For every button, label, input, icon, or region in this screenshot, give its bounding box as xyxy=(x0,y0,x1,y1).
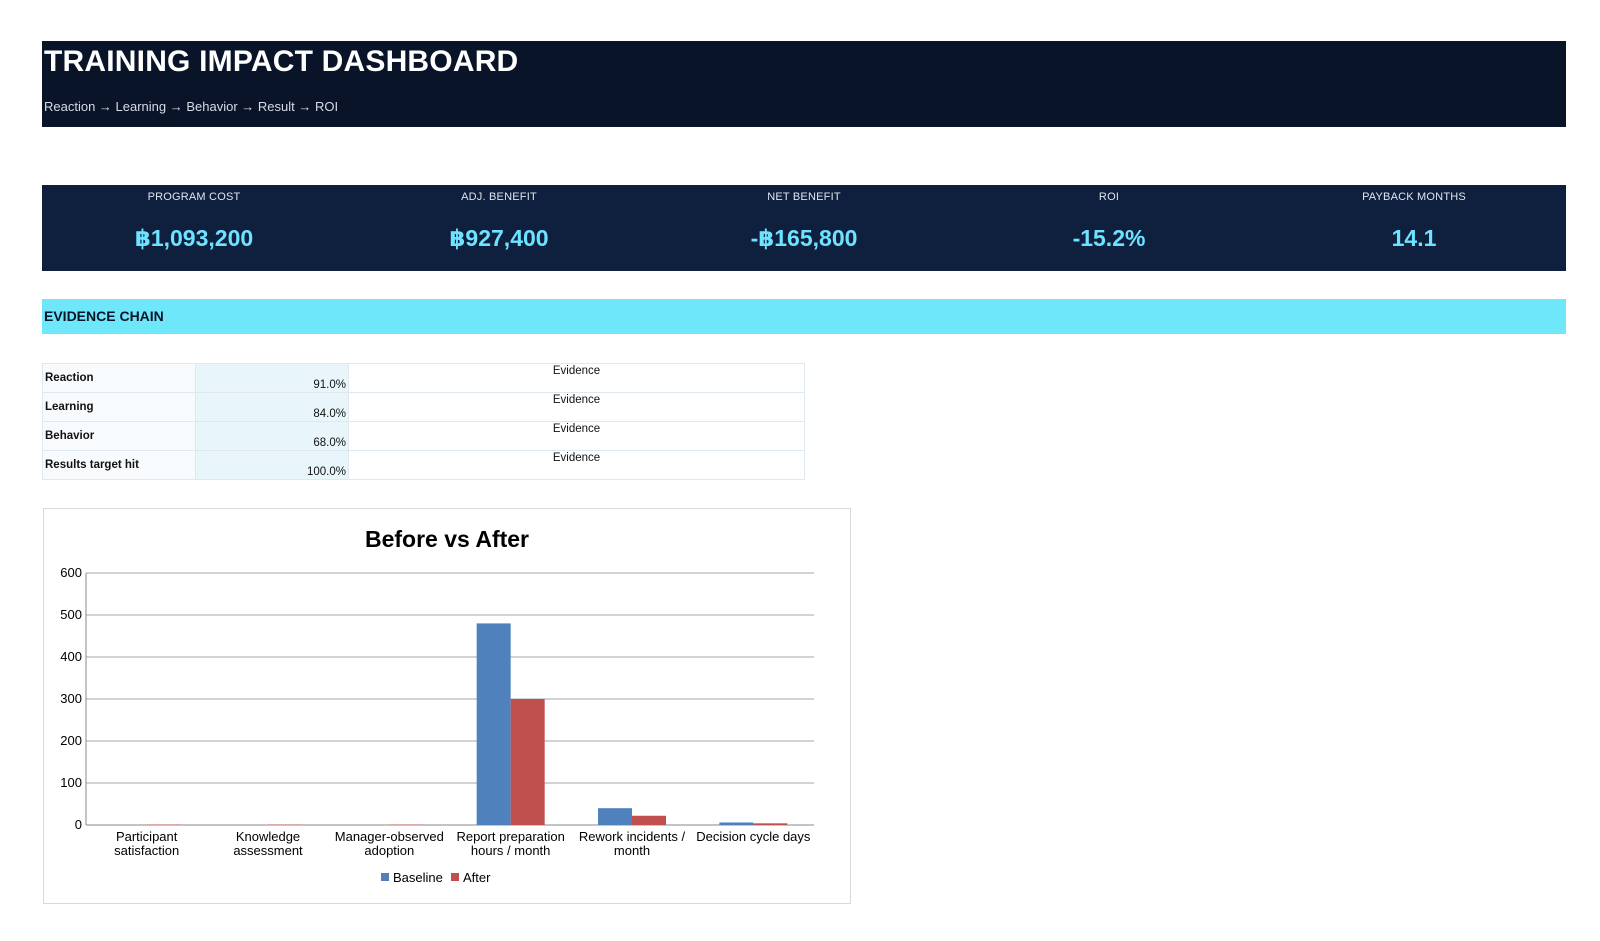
legend-swatch-after xyxy=(451,873,459,881)
bar-after-5 xyxy=(753,823,788,825)
chart-title: Before vs After xyxy=(365,526,529,552)
kpi-label: PROGRAM COST xyxy=(147,191,241,203)
y-tick-label: 0 xyxy=(75,817,82,832)
page-subtitle: Reaction → Learning → Behavior → Result … xyxy=(44,99,339,114)
evidence-table: Reaction 91.0% Evidence Learning 84.0% E… xyxy=(42,363,805,480)
x-tick-label: month xyxy=(614,843,650,858)
dashboard-header: TRAINING IMPACT DASHBOARD Reaction → Lea… xyxy=(42,41,1566,127)
kpi-label: PAYBACK MONTHS xyxy=(1362,191,1466,203)
bar-after-4 xyxy=(632,815,666,825)
y-tick-label: 200 xyxy=(60,733,82,748)
bar-after-3 xyxy=(510,699,545,825)
x-tick-label: Decision cycle days xyxy=(696,829,811,844)
kpi-program-cost: PROGRAM COST ฿1,093,200 xyxy=(42,185,346,271)
y-tick-label: 600 xyxy=(60,565,82,580)
kpi-label: ADJ. BENEFIT xyxy=(461,191,537,203)
evidence-cell[interactable]: Evidence xyxy=(348,421,805,451)
x-tick-label: Participant xyxy=(116,829,178,844)
level-cell[interactable]: Behavior xyxy=(42,421,196,451)
x-tick-label: Rework incidents / xyxy=(579,829,686,844)
bar-baseline-3 xyxy=(476,623,511,825)
kpi-value: ฿1,093,200 xyxy=(134,225,254,251)
kpi-net-benefit: NET BENEFIT -฿165,800 xyxy=(652,185,956,271)
x-tick-label: Knowledge xyxy=(236,829,300,844)
y-tick-label: 400 xyxy=(60,649,82,664)
before-after-chart[interactable]: Before vs After 0 100 200 300 400 500 600 Parti… xyxy=(43,508,851,904)
bar-baseline-4 xyxy=(598,808,632,825)
kpi-label: ROI xyxy=(1098,191,1120,203)
kpi-value: -฿165,800 xyxy=(750,225,858,251)
value-cell[interactable]: 84.0% xyxy=(195,392,349,422)
evidence-cell[interactable]: Evidence xyxy=(348,392,805,422)
x-tick-label: hours / month xyxy=(471,843,551,858)
x-tick-label: Report preparation xyxy=(456,829,564,844)
evidence-cell[interactable]: Evidence xyxy=(348,363,805,393)
level-cell[interactable]: Learning xyxy=(42,392,196,422)
evidence-cell[interactable]: Evidence xyxy=(348,450,805,480)
x-tick-label: adoption xyxy=(364,843,414,858)
kpi-band: PROGRAM COST ฿1,093,200 ADJ. BENEFIT ฿92… xyxy=(42,185,1566,271)
value-cell[interactable]: 100.0% xyxy=(195,450,349,480)
table-row: Learning 84.0% Evidence xyxy=(42,392,805,422)
y-tick-label: 300 xyxy=(60,691,82,706)
x-tick-label: satisfaction xyxy=(114,843,179,858)
kpi-label: NET BENEFIT xyxy=(767,191,841,203)
kpi-roi: ROI -15.2% xyxy=(957,185,1261,271)
kpi-value: -15.2% xyxy=(1072,225,1146,251)
x-tick-label: Manager-observed xyxy=(335,829,444,844)
kpi-value: 14.1 xyxy=(1391,225,1437,251)
y-tick-label: 500 xyxy=(60,607,82,622)
y-tick-label: 100 xyxy=(60,775,82,790)
x-tick-label: assessment xyxy=(233,843,303,858)
level-cell[interactable]: Reaction xyxy=(42,363,196,393)
legend-label-baseline: Baseline xyxy=(393,870,443,885)
page-title: TRAINING IMPACT DASHBOARD xyxy=(44,45,519,78)
bar-baseline-5 xyxy=(719,822,754,825)
kpi-value: ฿927,400 xyxy=(449,225,549,251)
chart-canvas: Before vs After 0 100 200 300 400 500 600 Parti… xyxy=(60,526,814,885)
table-row: Behavior 68.0% Evidence xyxy=(42,421,805,451)
section-header-evidence-chain: EVIDENCE CHAIN xyxy=(42,299,1566,334)
legend-label-after: After xyxy=(463,870,491,885)
kpi-payback-months: PAYBACK MONTHS 14.1 xyxy=(1262,185,1566,271)
section-title: EVIDENCE CHAIN xyxy=(44,308,164,324)
value-cell[interactable]: 91.0% xyxy=(195,363,349,393)
legend-swatch-baseline xyxy=(381,873,389,881)
table-row: Reaction 91.0% Evidence xyxy=(42,363,805,393)
value-cell[interactable]: 68.0% xyxy=(195,421,349,451)
level-cell[interactable]: Results target hit xyxy=(42,450,196,480)
table-row: Results target hit 100.0% Evidence xyxy=(42,450,805,480)
kpi-adj-benefit: ADJ. BENEFIT ฿927,400 xyxy=(347,185,651,271)
